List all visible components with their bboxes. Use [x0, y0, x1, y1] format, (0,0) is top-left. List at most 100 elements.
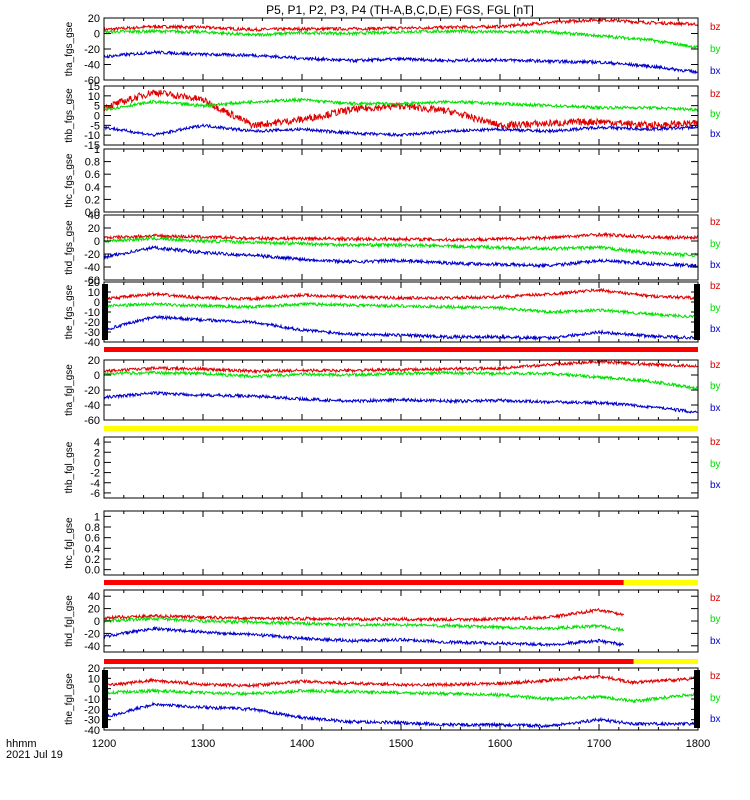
y-tick-label: 0 — [94, 616, 100, 628]
y-tick-label: 0 — [94, 236, 100, 248]
y-tick-label: 15 — [88, 81, 100, 93]
x-tick-label: 1400 — [290, 738, 314, 750]
legend-by: by — [710, 381, 721, 392]
legend-bx: bx — [710, 403, 721, 414]
y-tick-label: -30 — [84, 715, 100, 727]
edge-marker-right — [694, 284, 700, 340]
y-tick-label: -60 — [84, 275, 100, 287]
legend-by: by — [710, 303, 721, 314]
panel-tha_fgs_gse: 20 0 -20 -40 -60 tha_fgs_gse bz by bx — [64, 13, 721, 87]
y-tick-label: 0.2 — [85, 554, 100, 566]
status-bar-yellow — [104, 426, 698, 431]
y-axis-label: thd_fgl_gse — [64, 595, 75, 647]
edge-marker-left — [102, 284, 108, 340]
legend-bz: bz — [710, 89, 721, 100]
y-axis-label: the_fgs_gse — [64, 284, 75, 339]
y-tick-label: -20 — [84, 317, 100, 329]
legend-by: by — [710, 459, 721, 470]
legend-bz: bz — [710, 437, 721, 448]
y-tick-label: -20 — [84, 704, 100, 716]
y-tick-label: -40 — [84, 641, 100, 653]
y-tick-label: 20 — [88, 604, 100, 616]
y-tick-label: 4 — [94, 437, 100, 449]
series-bx-tha_fgl_gse — [104, 390, 698, 414]
legend-by: by — [710, 693, 721, 704]
plot-title: P5, P1, P2, P3, P4 (TH-A,B,C,D,E) FGS, F… — [266, 3, 534, 17]
y-tick-label: -4 — [90, 478, 100, 490]
x-tick-label: 1500 — [389, 738, 413, 750]
status-bar-red — [104, 659, 634, 664]
y-tick-label: -30 — [84, 327, 100, 339]
series-by-thd_fgl_gse — [104, 616, 625, 633]
y-tick-label: 20 — [88, 13, 100, 25]
panel-frame — [103, 148, 699, 213]
y-tick-label: 0.6 — [85, 169, 100, 181]
series-by-the_fgs_gse — [104, 301, 698, 321]
series-bz-the_fgl_gse — [104, 674, 698, 689]
y-tick-label: -40 — [84, 262, 100, 274]
y-tick-label: -40 — [84, 725, 100, 737]
y-tick-label: -60 — [84, 415, 100, 427]
legend-bz: bz — [710, 360, 721, 371]
y-tick-label: 0 — [94, 111, 100, 123]
series-bx-thd_fgs_gse — [104, 244, 698, 269]
y-tick-label: -6 — [90, 488, 100, 500]
y-tick-label: -40 — [84, 337, 100, 349]
panel-thc_fgl_gse: 10.80.60.40.20.0 thc_fgl_gse — [64, 510, 699, 577]
y-tick-label: -10 — [84, 694, 100, 706]
y-tick-label: 20 — [88, 663, 100, 675]
y-tick-label: 20 — [88, 355, 100, 367]
y-tick-label: 40 — [88, 210, 100, 222]
series-bx-thd_fgl_gse — [104, 625, 624, 648]
y-tick-label: -2 — [90, 468, 100, 480]
legend-by: by — [710, 44, 721, 55]
series-by-tha_fgs_gse — [104, 27, 698, 50]
series-by-the_fgl_gse — [104, 687, 698, 705]
y-tick-label: -20 — [84, 249, 100, 261]
panel-thb_fgl_gse: 420-2-4-6 thb_fgl_gse bz by bx — [64, 436, 721, 500]
series-by-tha_fgl_gse — [104, 369, 698, 391]
y-tick-label: -10 — [84, 307, 100, 319]
panel-tha_fgl_gse: 20 0 -20 -40 -60 tha_fgl_gse bz by bx — [64, 355, 721, 427]
x-units-label: hhmm — [6, 738, 37, 750]
y-tick-label: 0 — [94, 297, 100, 309]
legend-by: by — [710, 239, 721, 250]
y-tick-label: -60 — [84, 75, 100, 87]
legend-bz: bz — [710, 281, 721, 292]
legend-bx: bx — [710, 480, 721, 491]
y-tick-label: -40 — [84, 400, 100, 412]
legend-bx: bx — [710, 66, 721, 77]
y-tick-label: 0 — [94, 684, 100, 696]
x-tick-label: 1600 — [488, 738, 512, 750]
y-tick-label: 2 — [94, 447, 100, 459]
x-tick-label: 1200 — [92, 738, 116, 750]
y-tick-label: 0.8 — [85, 157, 100, 169]
series-bx-thb_fgs_gse — [104, 122, 698, 138]
series-bz-the_fgs_gse — [104, 287, 698, 302]
x-tick-label: 1700 — [587, 738, 611, 750]
edge-marker-left — [102, 670, 108, 728]
status-bar-yellow — [633, 659, 698, 664]
y-axis-label: tha_fgl_gse — [64, 364, 75, 416]
series-bz-thb_fgs_gse — [104, 89, 698, 131]
legend-bz: bz — [710, 22, 721, 33]
panel-frame — [103, 436, 699, 499]
series-bx-tha_fgs_gse — [104, 49, 698, 75]
y-tick-label: 0 — [94, 29, 100, 41]
series-bx-the_fgl_gse — [104, 701, 698, 729]
y-tick-label: 10 — [88, 91, 100, 103]
y-axis-label: thb_fgs_gse — [64, 88, 75, 143]
series-bz-thd_fgl_gse — [104, 607, 625, 623]
y-tick-label: 1 — [94, 144, 100, 156]
panel-thc_fgs_gse: 10.80.60.40.20.0 thc_fgs_gse — [64, 144, 699, 219]
y-axis-label: thc_fgs_gse — [64, 153, 75, 207]
x-tick-label: 1800 — [686, 738, 710, 750]
y-tick-label: -20 — [84, 44, 100, 56]
panel-frame — [103, 510, 699, 576]
status-bar-red — [104, 580, 624, 585]
y-axis-label: tha_fgs_gse — [64, 21, 75, 76]
